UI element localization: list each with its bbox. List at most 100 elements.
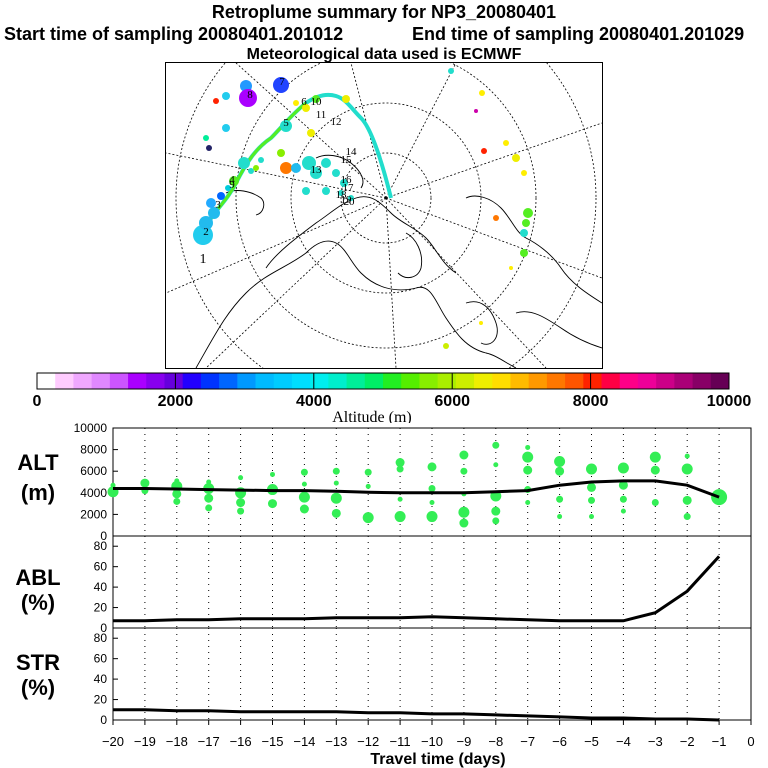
x-tick-label: −19 xyxy=(134,734,156,749)
y-tick-label: 0 xyxy=(100,529,107,543)
plume-day-label: 13 xyxy=(311,164,323,176)
colorbar-cell xyxy=(492,373,511,389)
colorbar-cell xyxy=(200,373,220,389)
met-data-label: Meteorological data used is ECMWF xyxy=(246,46,522,63)
latitude-circle xyxy=(340,152,432,244)
y-tick-label: 0 xyxy=(100,621,107,635)
plume-particle xyxy=(512,154,520,162)
plume-particle xyxy=(521,170,527,176)
plume-day-label: 7 xyxy=(279,76,285,88)
plume-particle xyxy=(443,343,449,349)
latitude-circle xyxy=(175,63,597,368)
altitude-point xyxy=(650,465,660,475)
x-tick-label: −4 xyxy=(616,734,631,749)
plume-day-label: 11 xyxy=(316,109,327,121)
y-tick-label: 80 xyxy=(94,539,108,553)
altitude-point xyxy=(365,483,371,489)
plume-day-label: 6 xyxy=(301,96,307,108)
chart-title: Retroplume summary for NP3_20080401 xyxy=(211,2,557,22)
plume-particle xyxy=(493,215,499,221)
coastline xyxy=(515,311,602,349)
altitude-point xyxy=(397,496,403,502)
altitude-point xyxy=(394,511,406,523)
plume-particle xyxy=(280,162,292,174)
colorbar-cell xyxy=(528,373,548,389)
plume-particle xyxy=(229,176,239,186)
x-axis-label: Travel time (days) xyxy=(370,751,505,768)
map-graticule xyxy=(166,63,602,368)
altitude-point xyxy=(238,475,244,481)
plume-particle xyxy=(213,98,219,104)
panel-label: STR xyxy=(16,650,60,675)
plume-particle xyxy=(239,89,257,107)
y-tick-label: 8000 xyxy=(80,443,107,457)
altitude-point xyxy=(492,517,500,525)
altitude-point xyxy=(522,451,534,463)
plume-particle xyxy=(203,135,209,141)
plume-particle xyxy=(520,229,528,237)
meridian xyxy=(385,197,397,368)
colorbar-tick-label: 8000 xyxy=(573,393,609,410)
altitude-point xyxy=(649,451,661,463)
plume-particle xyxy=(332,169,340,177)
altitude-point xyxy=(681,463,693,475)
x-axis: −20 −19 −18 −17 −16 −15 −14 −13 −12 −11 −10 −9 −8 −7−… xyxy=(102,720,755,749)
plume-day-label: 14 xyxy=(346,146,358,158)
polar-map: 1 2 3 4 5 6 7 8 9 10 11 12 13 14 15 16 17 18 19 20 xyxy=(165,62,603,369)
plume-particle xyxy=(208,207,220,219)
plume-day-label: 19 xyxy=(341,194,353,206)
altitude-point xyxy=(711,489,728,506)
panel-label: ABL xyxy=(15,565,60,590)
altitude-point xyxy=(492,441,500,449)
colorbar-cell xyxy=(419,373,439,389)
plume-day-label: 2 xyxy=(203,226,209,238)
altitude-point xyxy=(493,462,499,468)
coastline xyxy=(315,154,364,189)
altitude-point xyxy=(589,514,594,520)
altitude-point xyxy=(428,484,436,492)
altitude-point xyxy=(172,489,182,499)
meridian xyxy=(385,122,602,199)
latitude-circle xyxy=(290,102,482,294)
colorbar-cell xyxy=(637,373,657,389)
abl-panel: 0 20 40 60 80 ABL(%) xyxy=(15,535,752,635)
meridian xyxy=(166,197,387,294)
plume-particle xyxy=(322,187,330,195)
plume-particle xyxy=(509,266,513,270)
x-tick-label: −3 xyxy=(648,734,663,749)
y-tick-label: 40 xyxy=(94,580,108,594)
coastline xyxy=(225,190,265,216)
plume-particle xyxy=(291,163,301,173)
colorbar-cell xyxy=(455,373,475,389)
plume-particle xyxy=(248,168,254,174)
plume-day-label: 10 xyxy=(311,96,323,108)
plume-particle xyxy=(240,80,252,92)
x-tick-label: −6 xyxy=(552,734,567,749)
plume-particle xyxy=(348,195,354,201)
colorbar-cell xyxy=(273,373,293,389)
plume-day-label: 18 xyxy=(336,189,348,201)
plume-particle xyxy=(258,157,264,163)
plume-particle xyxy=(273,77,289,93)
colorbar-cells xyxy=(36,372,730,390)
colorbar: 0 2000 4000 6000 8000 10000 Altitude (m) xyxy=(33,372,751,423)
altitude-point xyxy=(587,482,596,492)
colorbar-cell xyxy=(146,373,165,389)
colorbar-tick-label: 6000 xyxy=(434,393,470,410)
plume-particle xyxy=(342,95,350,103)
alt-panel: 0 2000 4000 6000 8000 10000 ALT (m) xyxy=(17,421,752,543)
altitude-point xyxy=(525,444,531,450)
panel-unit-label: (%) xyxy=(21,675,55,700)
colorbar-ticks: 0 2000 4000 6000 8000 10000 xyxy=(33,373,751,410)
x-tick-label: −11 xyxy=(390,734,411,749)
plume-day-label: 12 xyxy=(331,116,342,128)
end-time-label: End time of sampling 20080401.201029 xyxy=(412,24,745,44)
plume-particle xyxy=(225,185,231,191)
altitude-point xyxy=(683,513,691,521)
altitude-point xyxy=(395,458,405,468)
altitude-point xyxy=(620,508,626,514)
x-tick-label: −15 xyxy=(261,734,283,749)
colorbar-cell xyxy=(437,373,457,389)
meridian xyxy=(385,197,602,279)
